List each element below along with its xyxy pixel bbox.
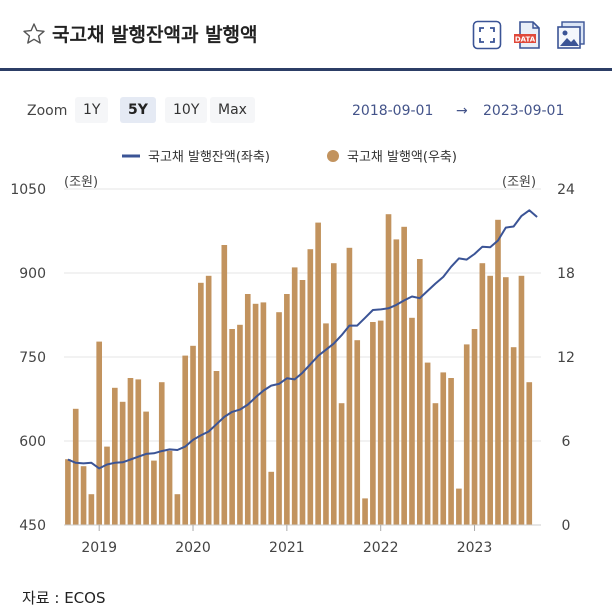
bar	[284, 294, 290, 525]
right-axis-unit: (조원)	[502, 175, 536, 190]
x-tick-label: 2019	[81, 540, 117, 556]
left-axis-tick-label: 900	[19, 266, 46, 282]
range-arrow: →	[456, 103, 468, 119]
bar	[377, 320, 384, 525]
bar	[96, 341, 103, 525]
bar	[432, 403, 439, 525]
star-icon[interactable]	[22, 22, 46, 46]
bar	[182, 355, 189, 525]
bar	[213, 371, 220, 525]
left-axis-tick-label: 750	[19, 350, 46, 366]
page-title: 국고채 발행잔액과 발행액	[52, 24, 258, 46]
source-note: 자료 : ECOS	[22, 589, 106, 607]
bar	[229, 329, 235, 525]
bar	[119, 401, 126, 525]
bar	[276, 312, 282, 525]
bar	[190, 345, 196, 525]
bar	[354, 340, 361, 525]
bar	[393, 239, 400, 525]
bar	[260, 302, 267, 525]
bar	[268, 471, 275, 525]
bar	[244, 294, 251, 525]
bar	[104, 446, 110, 525]
zoom-5y-button[interactable]: 5Y	[120, 97, 156, 123]
chart: 450 600 750 900 1050 0 6 12 18 24 (조원) (조원) 국고채 발행잔액…	[10, 149, 575, 556]
bar	[174, 494, 181, 525]
bar	[385, 214, 392, 525]
x-tick-label: 2022	[363, 540, 399, 556]
fullscreen-icon[interactable]	[472, 20, 502, 50]
x-tick-label: 2021	[269, 540, 305, 556]
zoom-1y-button[interactable]: 1Y	[75, 97, 109, 123]
right-axis-tick-label: 12	[557, 350, 575, 366]
bar	[440, 372, 447, 525]
bar	[252, 303, 259, 525]
bar	[479, 263, 486, 525]
left-axis-tick-label: 450	[19, 518, 46, 534]
bar	[471, 329, 478, 525]
legend-label-issuance: 국고채 발행액(우축)	[347, 149, 457, 165]
bar	[315, 222, 321, 525]
balance-line	[67, 209, 538, 470]
legend-label-balance: 국고채 발행잔액(좌축)	[148, 149, 270, 165]
bar	[338, 403, 345, 525]
zoom-label: Zoom	[27, 103, 68, 119]
data-download-icon[interactable]: DATA	[513, 20, 543, 50]
bar	[221, 245, 228, 525]
bar	[330, 263, 337, 525]
bar	[510, 347, 517, 525]
image-download-icon[interactable]	[556, 20, 586, 50]
bar	[456, 488, 462, 525]
x-tick-label: 2023	[457, 540, 493, 556]
bar	[424, 362, 431, 525]
bar	[80, 466, 87, 525]
bar	[205, 275, 212, 525]
bar	[127, 378, 134, 525]
bar	[299, 280, 306, 525]
right-axis-tick-label: 24	[557, 182, 575, 198]
right-axis-tick-label: 18	[557, 266, 575, 282]
bar	[526, 382, 533, 525]
bar	[518, 275, 525, 525]
right-axis-tick-label: 0	[562, 518, 571, 534]
bar	[401, 226, 407, 526]
bar	[463, 344, 470, 525]
bar	[448, 378, 454, 525]
left-axis-tick-label: 600	[19, 434, 46, 450]
x-tick-label: 2020	[175, 540, 211, 556]
left-axis-unit: (조원)	[64, 175, 98, 190]
right-axis-tick-label: 6	[562, 434, 571, 450]
zoom-max-button[interactable]: Max	[210, 97, 255, 123]
header-divider	[0, 68, 612, 71]
bar	[346, 247, 353, 526]
bar	[291, 267, 298, 525]
bar	[362, 498, 368, 525]
bar	[166, 450, 173, 525]
range-start-date[interactable]: 2018-09-01	[352, 103, 434, 119]
bar	[112, 387, 118, 525]
bar	[65, 459, 71, 525]
bar	[409, 317, 415, 525]
bar	[198, 282, 204, 525]
bar	[370, 322, 376, 525]
bar	[143, 411, 149, 525]
bar	[487, 275, 493, 525]
bar	[237, 324, 243, 525]
bar	[502, 277, 509, 525]
bar	[88, 494, 95, 525]
bar	[323, 323, 329, 525]
bar	[135, 379, 142, 525]
bar	[495, 219, 501, 526]
bar	[151, 460, 157, 525]
range-end-date[interactable]: 2023-09-01	[483, 103, 565, 119]
left-axis-tick-label: 1050	[10, 182, 46, 198]
panel-header: 국고채 발행잔액과 발행액 DATA	[0, 0, 612, 70]
legend-bar-swatch	[327, 150, 339, 162]
zoom-10y-button[interactable]: 10Y	[165, 97, 208, 123]
bar	[307, 249, 314, 525]
bar	[416, 259, 423, 525]
svg-text:DATA: DATA	[515, 36, 536, 44]
bar	[72, 408, 79, 525]
bar	[158, 382, 165, 525]
